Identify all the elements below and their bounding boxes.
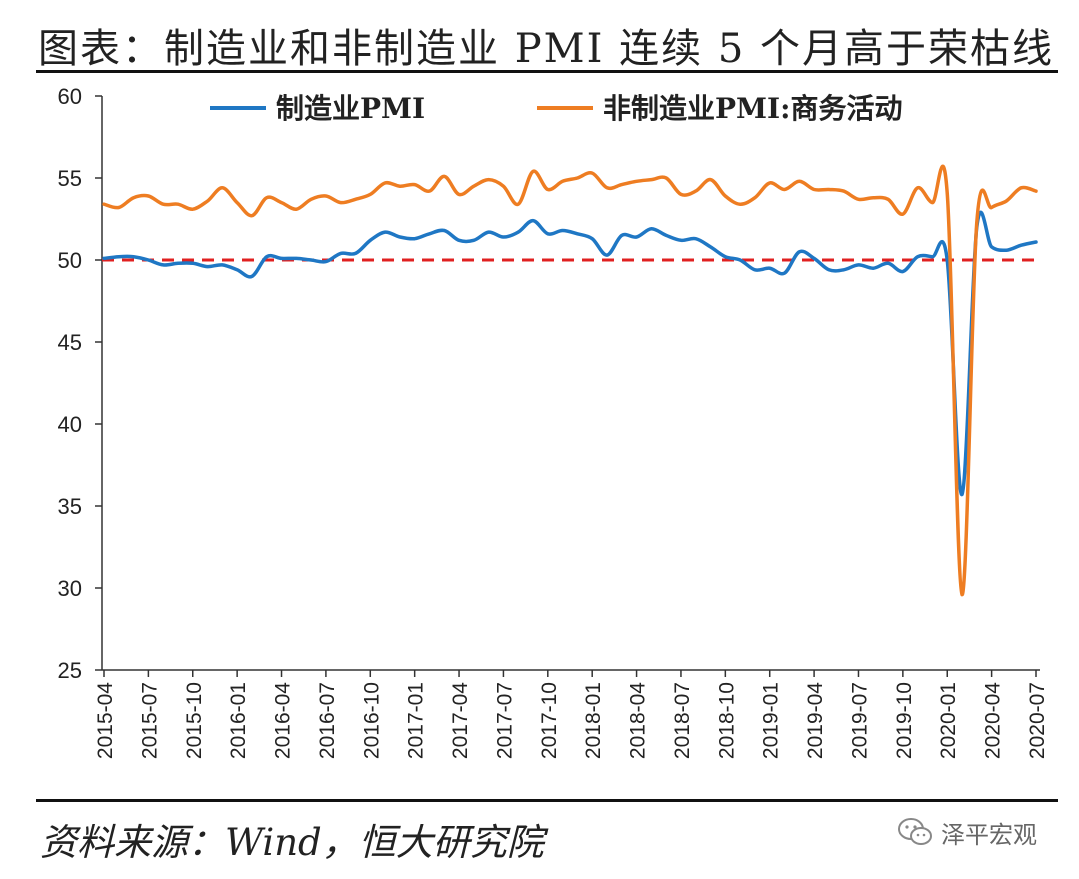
y-tick-label: 55: [58, 166, 82, 191]
y-tick-label: 35: [58, 494, 82, 519]
series-lines: [102, 164, 1038, 597]
x-tick-label: 2016-01: [227, 682, 250, 759]
wechat-icon: [898, 818, 932, 845]
x-tick-label: 2015-04: [94, 682, 117, 759]
legend-label: 非制造业PMI:商务活动: [603, 92, 902, 125]
watermark-text: 泽平宏观: [941, 820, 1037, 849]
x-tick-label: 2018-04: [627, 682, 650, 759]
x-tick-label: 2017-04: [449, 682, 472, 759]
x-tick-label: 2017-01: [405, 682, 428, 759]
series-line-manufacturing: [102, 210, 1038, 497]
watermark: 泽平宏观: [897, 814, 1037, 850]
y-axis: 25 30 35 40 45 50 55 60: [58, 84, 103, 683]
x-tick-label: 2016-10: [360, 682, 383, 759]
x-tick-label: 2018-07: [671, 682, 694, 759]
x-tick-label: 2020-01: [937, 682, 960, 759]
x-tick-label: 2017-07: [493, 682, 516, 759]
x-tick-label: 2015-10: [183, 682, 206, 759]
x-tick-label: 2016-07: [316, 682, 339, 759]
x-tick-label: 2019-10: [893, 682, 916, 759]
x-tick-label: 2018-01: [582, 682, 605, 759]
y-tick-label: 30: [58, 576, 82, 601]
legend: 制造业PMI 非制造业PMI:商务活动: [210, 92, 902, 125]
x-tick-label: 2020-04: [982, 682, 1005, 759]
legend-label: 制造业PMI: [276, 92, 425, 125]
title-divider: [36, 70, 1058, 73]
x-tick-label: 2019-01: [760, 682, 783, 759]
series-line-non-manufacturing: [102, 164, 1038, 597]
x-tick-label: 2017-10: [538, 682, 561, 759]
y-tick-label: 45: [58, 330, 82, 355]
y-tick-label: 50: [58, 248, 82, 273]
x-axis: 2015-04 2015-07 2015-10 2016-01 2016-04 2016-…: [94, 669, 1049, 759]
y-tick-label: 60: [58, 84, 82, 109]
source-note: 资料来源：Wind，恒大研究院: [40, 821, 544, 864]
y-tick-label: 25: [58, 658, 82, 683]
x-tick-label: 2020-07: [1026, 682, 1049, 759]
x-tick-label: 2019-04: [804, 682, 827, 759]
x-tick-label: 2019-07: [848, 682, 871, 759]
x-tick-label: 2016-04: [272, 682, 295, 759]
x-tick-label: 2015-07: [138, 682, 161, 759]
y-tick-label: 40: [58, 412, 82, 437]
x-tick-label: 2018-10: [715, 682, 738, 759]
source-divider: [36, 799, 1058, 802]
page-title: 图表：制造业和非制造业 PMI 连续 5 个月高于荣枯线: [38, 26, 1054, 72]
